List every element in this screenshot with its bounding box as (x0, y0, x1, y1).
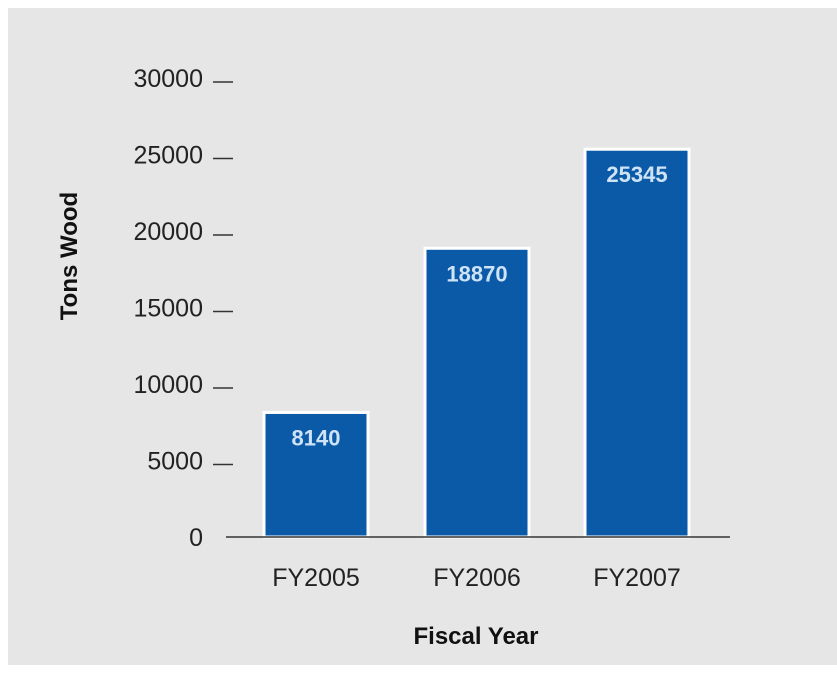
x-axis-title: Fiscal Year (414, 623, 539, 650)
y-axis: 0 5000 10000 15000 20000 25000 30000 (133, 65, 233, 552)
y-tick-label: 30000 (133, 65, 203, 93)
x-tick-label: FY2005 (272, 564, 360, 592)
y-tick-label: 15000 (133, 295, 203, 323)
x-tick-label: FY2006 (433, 564, 521, 592)
bar (425, 248, 529, 537)
bar-value-label: 25345 (606, 162, 667, 187)
bar-value-label: 8140 (292, 425, 341, 450)
x-axis: FY2005 FY2006 FY2007 (272, 564, 681, 592)
bars-group: 8140 18870 25345 (264, 149, 689, 537)
x-tick-label: FY2007 (593, 564, 681, 592)
bar-value-label: 18870 (446, 261, 507, 286)
y-tick-label: 25000 (133, 142, 203, 170)
y-tick-label: 20000 (133, 218, 203, 246)
bar (585, 149, 689, 537)
y-tick-label: 0 (189, 524, 203, 552)
y-axis-title: Tons Wood (56, 192, 83, 320)
y-tick-label: 5000 (147, 448, 203, 476)
y-tick-label: 10000 (133, 371, 203, 399)
